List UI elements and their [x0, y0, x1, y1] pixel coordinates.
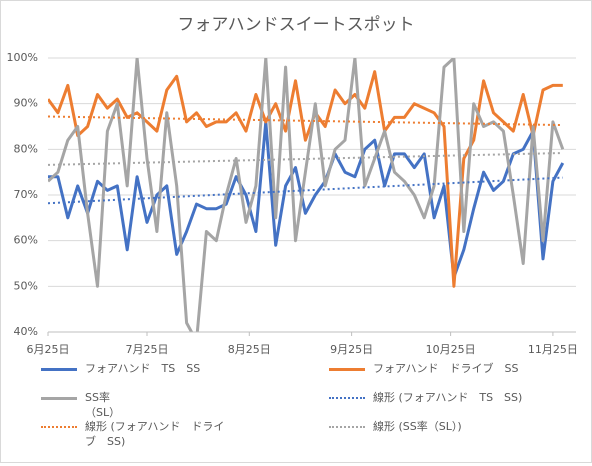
- legend-label: フォアハンド ドライブ SS: [373, 362, 519, 375]
- y-tick-label: 60%: [14, 234, 38, 247]
- legend-swatch: [41, 426, 77, 428]
- legend-swatch: [41, 368, 77, 371]
- legend-swatch: [329, 426, 365, 428]
- legend-item: 線形 (SS率（SL）): [329, 419, 579, 434]
- y-tick-label: 40%: [14, 325, 38, 338]
- chart-title: フォアハンドスイートスポット: [177, 15, 414, 35]
- legend-label: フォアハンド TS SS: [85, 362, 201, 375]
- legend-label: 線形 (フォアハンド TS SS): [373, 391, 523, 404]
- legend-label: 線形 (SS率（SL）): [373, 420, 462, 433]
- x-tick-label: 11月25日: [528, 343, 578, 356]
- x-tick-label: 10月25日: [426, 343, 476, 356]
- legend-label: SS率（SL）: [85, 391, 121, 419]
- trend-line: [48, 115, 563, 127]
- y-tick-label: 50%: [14, 279, 38, 292]
- legend-label: 線形 (フォアハンド ドライブ SS): [85, 420, 225, 448]
- legend-swatch: [329, 368, 365, 371]
- x-tick-label: 9月25日: [330, 343, 373, 356]
- legend-swatch: [329, 397, 365, 399]
- legend-item: 線形 (フォアハンド TS SS): [329, 390, 579, 405]
- y-tick-label: 100%: [7, 51, 38, 64]
- x-tick-label: 6月25日: [27, 343, 70, 356]
- series-line: [48, 120, 565, 279]
- trend-line: [48, 176, 563, 205]
- y-tick-label: 70%: [14, 188, 38, 201]
- legend-item: フォアハンド ドライブ SS: [329, 361, 579, 376]
- trend-line: [48, 152, 563, 166]
- series-line: [48, 58, 565, 332]
- y-tick-label: 90%: [14, 97, 38, 110]
- legend-swatch: [41, 397, 77, 400]
- legend-item: SS率（SL）: [41, 390, 291, 420]
- x-tick-label: 8月25日: [228, 343, 271, 356]
- y-tick-label: 80%: [14, 142, 38, 155]
- legend-item: フォアハンド TS SS: [41, 361, 291, 376]
- x-tick-label: 7月25日: [126, 343, 169, 356]
- legend-item: 線形 (フォアハンド ドライブ SS): [41, 419, 291, 449]
